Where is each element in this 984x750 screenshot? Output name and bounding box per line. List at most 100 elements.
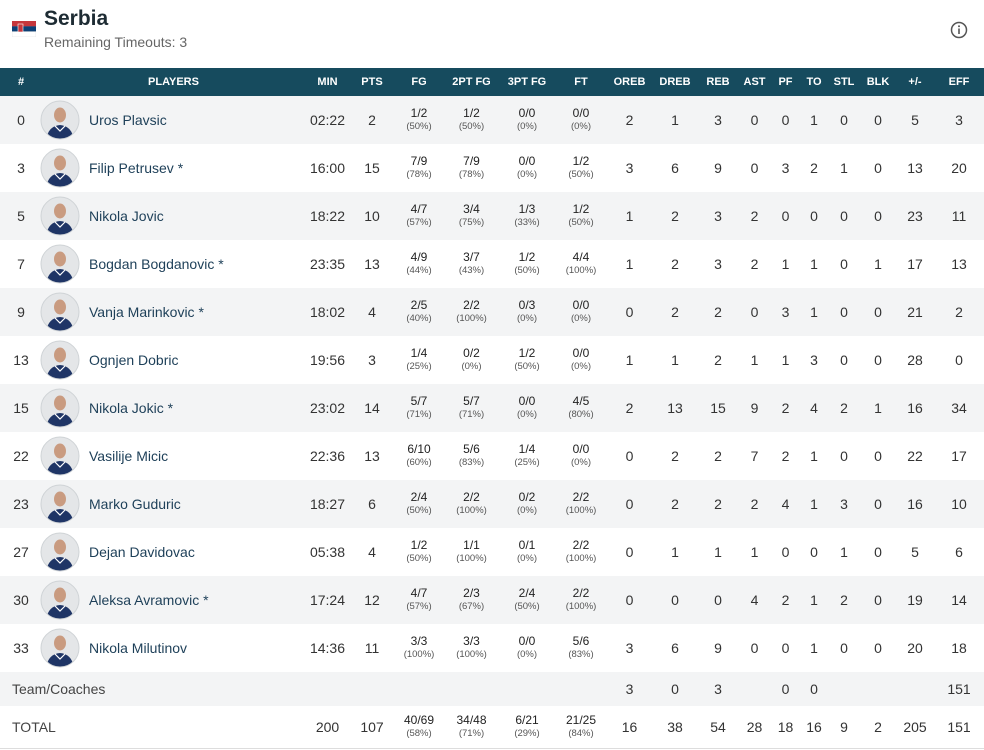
cell: 2: [771, 384, 800, 432]
cell: 0: [625, 544, 634, 560]
shots-made: 1/2: [410, 538, 428, 552]
cell: 1: [810, 256, 818, 272]
cell: 14: [350, 384, 394, 432]
cell: 11: [364, 640, 380, 656]
info-icon[interactable]: [950, 21, 968, 39]
shots-made: 5/7: [410, 394, 428, 408]
cell: 9: [714, 160, 722, 176]
cell: 3: [714, 256, 722, 272]
shot-pct: (40%): [406, 313, 432, 324]
player-cell: Bogdan Bogdanovic *: [40, 240, 305, 288]
cell: [499, 672, 555, 706]
player-photo: [40, 292, 80, 332]
cell: 40/69 (58%): [394, 706, 444, 749]
cell: 02:22: [305, 96, 350, 144]
cell: [828, 672, 860, 706]
player-name[interactable]: Nikola Milutinov: [89, 640, 188, 656]
cell: 3/3 (100%): [394, 624, 444, 672]
player-photo: [40, 244, 80, 284]
cell: 0/0 (0%): [555, 96, 607, 144]
cell: 2: [607, 384, 652, 432]
cell: 6: [671, 160, 679, 176]
shot-pct: (78%): [406, 169, 432, 180]
player-name[interactable]: Nikola Jovic: [89, 208, 164, 224]
player: Filip Petrusev *: [40, 148, 305, 188]
cell: 16: [896, 480, 934, 528]
cell: 27: [13, 544, 29, 560]
player-photo: [40, 100, 80, 140]
player-name[interactable]: Aleksa Avramovic *: [89, 592, 209, 608]
cell: 5: [896, 96, 934, 144]
cell: 38: [652, 706, 698, 749]
cell: 1: [607, 192, 652, 240]
shot-pct: (57%): [406, 217, 432, 228]
cell: 1/4 (25%): [499, 432, 555, 480]
cell: [738, 672, 771, 706]
cell: 28: [907, 352, 923, 368]
cell: 2/3 (67%): [444, 576, 499, 624]
shots-made: 5/7: [463, 394, 480, 408]
cell: 0/0 (0%): [555, 288, 607, 336]
shots-made: 1/3: [518, 202, 536, 216]
shot-pct: (43%): [458, 265, 485, 276]
player: Nikola Jokic *: [40, 388, 305, 428]
column-header: STL: [828, 68, 860, 96]
player-name[interactable]: Filip Petrusev *: [89, 160, 184, 176]
shot-pct: (33%): [514, 217, 540, 228]
cell: 0: [955, 352, 963, 368]
cell: 16:00: [309, 160, 346, 176]
cell: 0: [860, 480, 896, 528]
player-name[interactable]: Ognjen Dobric: [89, 352, 179, 368]
player-name[interactable]: Dejan Davidovac: [89, 544, 195, 560]
player-name[interactable]: Bogdan Bogdanovic *: [89, 256, 224, 272]
team-name: Serbia: [44, 7, 109, 30]
player: Vasilije Micic: [40, 436, 305, 476]
cell: 2: [781, 448, 790, 464]
shot-pct: (0%): [570, 313, 592, 324]
shots-made: 1/2: [463, 106, 480, 120]
column-header: FT: [555, 68, 607, 96]
shots-made: 5/6: [572, 634, 590, 648]
player-row: 7 Bogdan Bogdanovic * 23:35 13 4/9 (44%) 3/7 (4…: [0, 240, 984, 288]
player-photo: [40, 532, 80, 572]
cell: 2: [714, 352, 722, 368]
player-name[interactable]: Vanja Marinkovic *: [89, 304, 204, 320]
cell: 2/2 (100%): [555, 576, 607, 624]
player-cell: Nikola Milutinov: [40, 624, 305, 672]
cell: 28: [738, 706, 771, 749]
cell: 2: [714, 448, 722, 464]
shots-made: 2/4: [518, 586, 536, 600]
player: Nikola Milutinov: [40, 628, 305, 668]
shot-pct: (100%): [456, 505, 487, 516]
flag: [12, 21, 36, 37]
cell: 0: [781, 640, 790, 656]
player-cell: Nikola Jovic: [40, 192, 305, 240]
cell: 22:36: [309, 448, 346, 464]
cell: [896, 672, 934, 706]
cell: [350, 672, 394, 706]
cell: 0/0 (0%): [499, 96, 555, 144]
player-name[interactable]: Nikola Jokic *: [89, 400, 174, 416]
shot-pct: (80%): [568, 409, 594, 420]
cell: 1: [671, 352, 679, 368]
shot-pct: (50%): [406, 553, 432, 564]
shots-made: 0/0: [518, 154, 536, 168]
cell: 4: [368, 544, 376, 560]
player-name[interactable]: Vasilije Micic: [89, 448, 169, 464]
shots-made: 3/7: [463, 250, 480, 264]
shots-made: 3/4: [463, 202, 480, 216]
player-name[interactable]: Marko Guduric: [89, 496, 181, 512]
shots-made: 4/4: [572, 250, 590, 264]
shots-made: 1/2: [518, 250, 536, 264]
column-header: OREB: [607, 68, 652, 96]
player-cell: Filip Petrusev *: [40, 144, 305, 192]
cell: 3: [771, 288, 800, 336]
shots-made: 0/0: [572, 442, 590, 456]
player-name[interactable]: Uros Plavsic: [89, 112, 167, 128]
shots-made: 7/9: [463, 154, 480, 168]
shots-made: 0/0: [518, 106, 536, 120]
cell: 3: [368, 352, 376, 368]
cell: 1/2 (50%): [394, 96, 444, 144]
cell: 0: [800, 192, 828, 240]
